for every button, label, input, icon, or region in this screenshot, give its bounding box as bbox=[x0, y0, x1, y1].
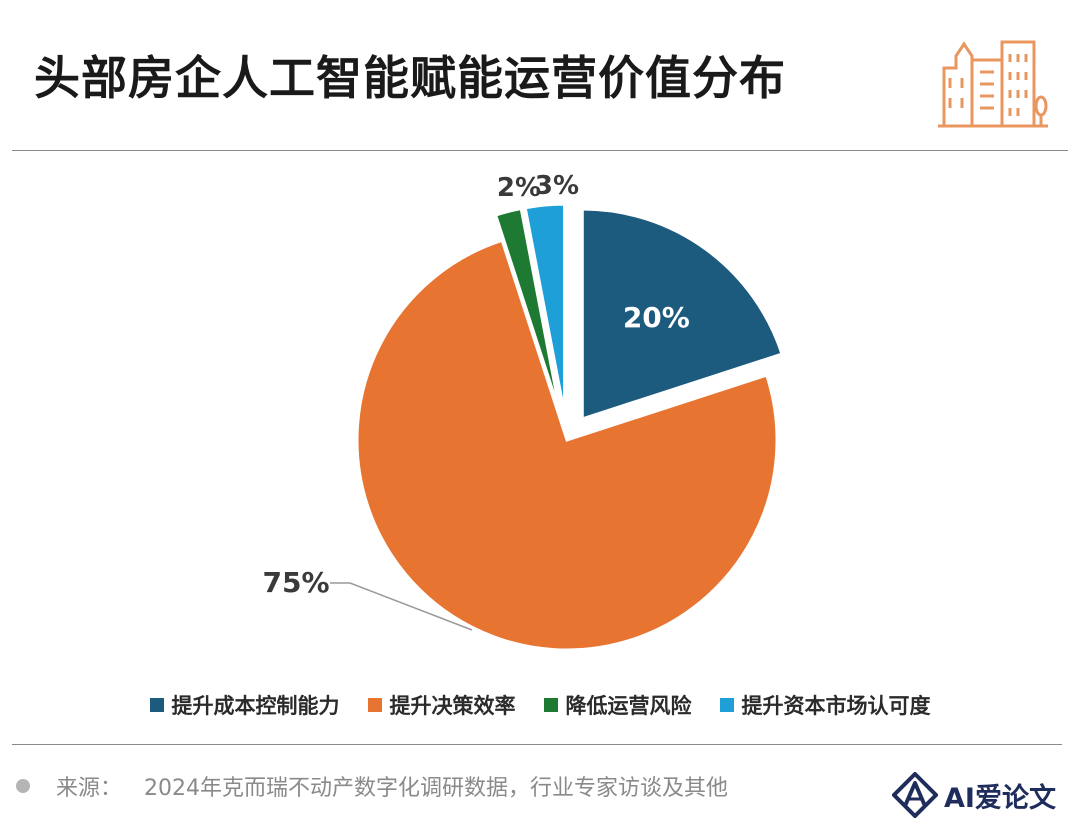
data-label-operational-risk: 2% bbox=[497, 173, 541, 203]
data-label-cost-control: 20% bbox=[623, 301, 690, 334]
source-text: 2024年克而瑞不动产数字化调研数据，行业专家访谈及其他 bbox=[144, 776, 729, 801]
legend-swatch bbox=[367, 698, 382, 712]
legend-label: 提升资本市场认可度 bbox=[741, 694, 931, 718]
source-label: 来源： bbox=[56, 776, 123, 801]
legend: 提升成本控制能力 提升决策效率 降低运营风险 提升资本市场认可度 bbox=[0, 690, 1080, 720]
leader-line bbox=[330, 582, 473, 631]
pie-slice-operational-risk bbox=[493, 206, 563, 416]
header-divider bbox=[12, 150, 1068, 151]
chart-title: 头部房企人工智能赋能运营价值分布 bbox=[34, 51, 786, 105]
legend-item-operational-risk: 降低运营风险 bbox=[543, 690, 692, 720]
source-note: 来源： 2024年克而瑞不动产数字化调研数据，行业专家访谈及其他 bbox=[16, 770, 728, 802]
legend-label: 提升成本控制能力 bbox=[171, 694, 340, 718]
legend-item-decision-efficiency: 提升决策效率 bbox=[367, 690, 516, 720]
brand-watermark: AI爱论文 bbox=[892, 772, 1056, 818]
pie-slice-cost-control bbox=[580, 207, 784, 422]
legend-swatch bbox=[719, 698, 734, 712]
pie-slice-capital-market bbox=[523, 202, 567, 415]
bullet-icon bbox=[16, 779, 30, 793]
legend-label: 降低运营风险 bbox=[565, 694, 692, 718]
data-label-capital-market: 3% bbox=[535, 171, 579, 201]
footer-divider bbox=[12, 744, 1062, 745]
legend-swatch bbox=[543, 698, 558, 712]
building-icon bbox=[938, 40, 1048, 128]
data-label-decision-efficiency: 75% bbox=[262, 566, 329, 599]
logo-icon bbox=[892, 772, 938, 818]
brand-name: AI爱论文 bbox=[944, 782, 1056, 814]
pie-slice-decision-efficiency bbox=[355, 238, 779, 652]
pie-chart: 20% 75% 2%3% bbox=[262, 171, 784, 652]
legend-item-cost-control: 提升成本控制能力 bbox=[149, 690, 340, 720]
legend-item-capital-market: 提升资本市场认可度 bbox=[719, 690, 931, 720]
legend-label: 提升决策效率 bbox=[389, 694, 516, 718]
legend-swatch bbox=[149, 698, 164, 712]
